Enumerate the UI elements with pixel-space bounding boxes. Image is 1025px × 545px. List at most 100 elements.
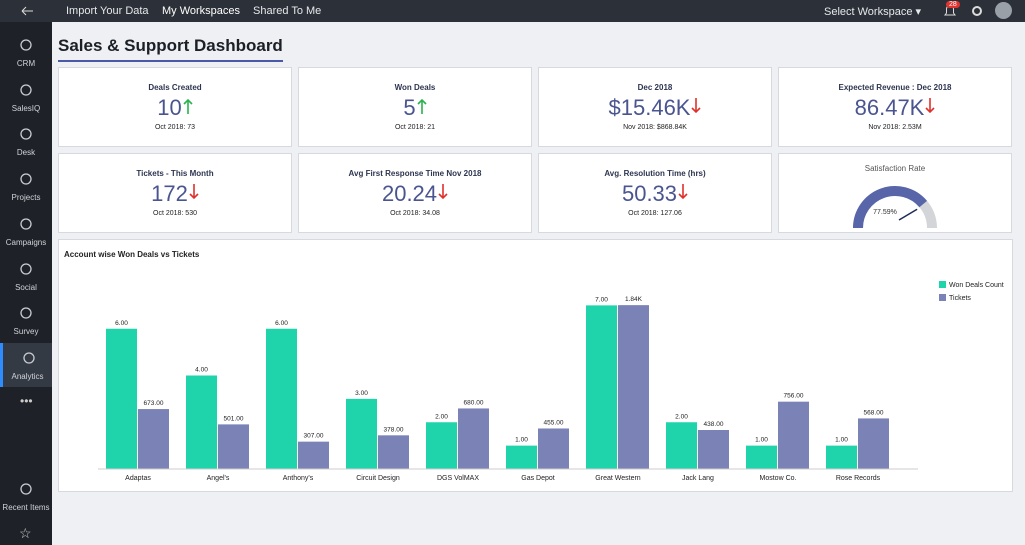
arrow-shape bbox=[418, 100, 426, 114]
arrow-shape bbox=[679, 184, 687, 198]
x-tick-label: Rose Records bbox=[836, 475, 881, 482]
kpi-value-row: 5 bbox=[299, 95, 531, 121]
trend-arrow bbox=[925, 97, 935, 115]
x-tick-label: Anthony's bbox=[283, 475, 314, 482]
bar bbox=[266, 329, 297, 469]
value-label: 1.00 bbox=[835, 437, 848, 444]
kpi-title: Avg. Resolution Time (hrs) bbox=[539, 169, 771, 178]
chart: Account wise Won Deals vs Tickets 6.004.… bbox=[59, 240, 1012, 491]
sidebar-icon bbox=[19, 127, 33, 141]
bar bbox=[538, 428, 569, 469]
sidebar-icon bbox=[19, 38, 33, 52]
settings-icon[interactable] bbox=[970, 4, 984, 18]
sidebar-item[interactable]: SalesIQ bbox=[0, 75, 52, 119]
sidebar-item[interactable]: Desk bbox=[0, 119, 52, 163]
sidebar-icon bbox=[19, 217, 33, 231]
sidebar-item[interactable]: Recent Items bbox=[0, 474, 52, 518]
sidebar-item[interactable]: Analytics bbox=[0, 343, 52, 387]
value-label: 1.84K bbox=[625, 296, 643, 303]
chart-title: Account wise Won Deals vs Tickets bbox=[64, 250, 200, 259]
kpi-value: 86.47K bbox=[855, 95, 925, 120]
value-label: 2.00 bbox=[435, 413, 448, 420]
kpi-value-row: 10 bbox=[59, 95, 291, 121]
x-tick-label: Great Western bbox=[595, 475, 640, 482]
kpi-value-row: 172 bbox=[59, 181, 291, 207]
nav-tab[interactable]: My Workspaces bbox=[162, 5, 240, 17]
sidebar-label: Campaigns bbox=[0, 238, 52, 247]
gauge-needle bbox=[899, 209, 917, 220]
value-label: 7.00 bbox=[595, 296, 608, 303]
workspace-select[interactable]: Select Workspace ▾ bbox=[824, 5, 921, 18]
gauge: 77.59% bbox=[779, 172, 1011, 232]
avatar[interactable] bbox=[995, 2, 1012, 19]
bar bbox=[346, 399, 377, 469]
legend-label[interactable]: Won Deals Count bbox=[949, 282, 1004, 289]
kpi-value: $15.46K bbox=[609, 95, 691, 120]
favorite-icon[interactable]: ☆ bbox=[19, 525, 32, 542]
kpi-value-row: 86.47K bbox=[779, 95, 1011, 121]
value-label: 568.00 bbox=[864, 409, 884, 416]
value-label: 4.00 bbox=[195, 367, 208, 374]
kpi-value: 20.24 bbox=[382, 181, 437, 206]
more-icon[interactable]: ••• bbox=[20, 394, 33, 408]
nav-tab[interactable]: Shared To Me bbox=[253, 5, 321, 17]
bar bbox=[106, 329, 137, 469]
legend-swatch[interactable] bbox=[939, 281, 946, 288]
top-bar: Import Your Data My Workspaces Shared To M… bbox=[0, 0, 1025, 22]
kpi-card: Expected Revenue : Dec 2018 86.47K Nov 201… bbox=[778, 67, 1012, 147]
icon-shape bbox=[21, 308, 31, 318]
kpi-card: Won Deals5Oct 2018: 21 bbox=[298, 67, 532, 147]
bar bbox=[426, 422, 457, 469]
workspace-label: Select Workspace bbox=[824, 6, 912, 18]
kpi-card: Deals Created10Oct 2018: 73 bbox=[58, 67, 292, 147]
kpi-title: Expected Revenue : Dec 2018 bbox=[779, 83, 1011, 92]
kpi-note: Oct 2018: 530 bbox=[59, 210, 291, 217]
value-label: 501.00 bbox=[224, 415, 244, 422]
back-icon[interactable] bbox=[18, 0, 38, 22]
value-label: 438.00 bbox=[704, 421, 724, 428]
arrow-shape bbox=[190, 184, 198, 198]
kpi-value: 10 bbox=[157, 95, 181, 120]
sidebar-item[interactable]: Campaigns bbox=[0, 209, 52, 253]
value-label: 1.00 bbox=[755, 437, 768, 444]
x-tick-label: Adaptas bbox=[125, 475, 151, 482]
legend-label[interactable]: Tickets bbox=[949, 295, 971, 302]
trend-arrow bbox=[438, 183, 448, 201]
sidebar-label: Social bbox=[0, 283, 52, 292]
icon-shape bbox=[21, 174, 31, 184]
page-title: Sales & Support Dashboard bbox=[58, 36, 283, 62]
kpi-note: Nov 2018: 2.53M bbox=[779, 124, 1011, 131]
kpi-card: Avg. Resolution Time (hrs) 50.33 Oct 2018:… bbox=[538, 153, 772, 233]
trend-arrow bbox=[183, 97, 193, 115]
sidebar-label: CRM bbox=[0, 59, 52, 68]
kpi-value-row: 50.33 bbox=[539, 181, 771, 207]
notification-badge: 28 bbox=[946, 1, 960, 8]
bar bbox=[698, 430, 729, 469]
sidebar-label: Survey bbox=[0, 327, 52, 336]
nav-tab[interactable]: Import Your Data bbox=[66, 5, 149, 17]
sidebar-item[interactable]: Social bbox=[0, 254, 52, 298]
arrow-shape bbox=[439, 184, 447, 198]
sidebar-label: Analytics bbox=[3, 372, 52, 381]
kpi-value-row: 20.24 bbox=[299, 181, 531, 207]
sidebar-item[interactable]: Projects bbox=[0, 164, 52, 208]
kpi-title: Tickets - This Month bbox=[59, 169, 291, 178]
bar bbox=[138, 409, 169, 469]
bar bbox=[218, 424, 249, 469]
value-label: 673.00 bbox=[144, 400, 164, 407]
kpi-card: Dec 2018$15.46KNov 2018: $868.84K bbox=[538, 67, 772, 147]
kpi-note: Oct 2018: 127.06 bbox=[539, 210, 771, 217]
icon-shape bbox=[21, 219, 31, 229]
sidebar-icon bbox=[19, 83, 33, 97]
kpi-value-row: $15.46K bbox=[539, 95, 771, 121]
sidebar-icon bbox=[19, 482, 33, 496]
x-tick-label: DGS VolMAX bbox=[437, 475, 479, 482]
sidebar-icon bbox=[22, 351, 36, 365]
sidebar-item[interactable]: Survey bbox=[0, 298, 52, 342]
sidebar-item[interactable]: CRM bbox=[0, 30, 52, 74]
icon-shape bbox=[24, 353, 34, 363]
kpi-title: Dec 2018 bbox=[539, 83, 771, 92]
sidebar-label: Recent Items bbox=[0, 503, 52, 512]
legend-swatch[interactable] bbox=[939, 294, 946, 301]
